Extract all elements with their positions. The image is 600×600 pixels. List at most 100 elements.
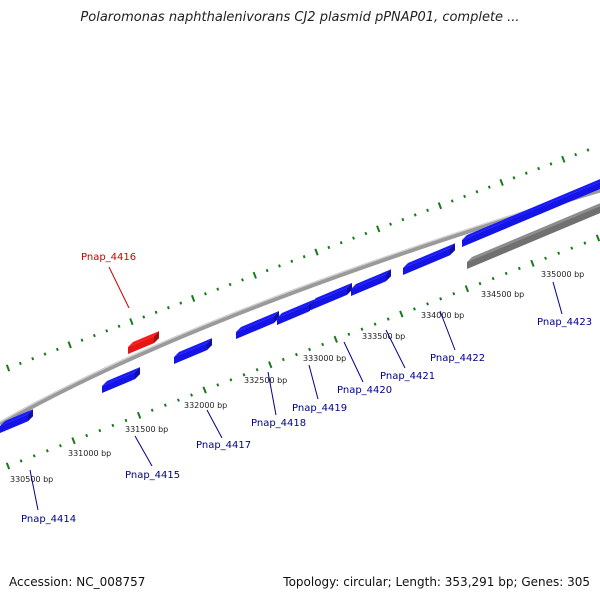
inner-tick [177, 398, 180, 402]
inner-tick [308, 347, 311, 352]
inner-tick [268, 361, 273, 369]
outer-tick [252, 271, 257, 279]
gene-top-face [311, 282, 352, 303]
outer-tick [389, 222, 392, 226]
inner-tick [216, 383, 220, 387]
gene-leader-line [29, 469, 39, 511]
outer-tick [574, 152, 578, 157]
scale-tick-label: 333500 bp [362, 332, 405, 341]
gene-label[interactable]: Pnap_4422 [430, 353, 485, 364]
inner-tick [544, 256, 547, 260]
gene-label-layer: Pnap_4414Pnap_4415Pnap_4416Pnap_4417Pnap… [21, 252, 592, 525]
outer-tick [92, 333, 96, 338]
gene-top-face [351, 269, 391, 289]
inner-tick [255, 368, 259, 372]
outer-tick [129, 318, 134, 326]
outer-tick [450, 199, 454, 203]
gene-front-face [0, 414, 28, 433]
outer-tick [166, 306, 170, 310]
inner-tick [202, 386, 207, 394]
gene-top-face [462, 179, 600, 240]
inner-tick-row [5, 234, 600, 470]
gene-front-face [277, 304, 309, 325]
inner-tick [295, 352, 298, 357]
gene-top-face [0, 409, 33, 426]
gene-top-face [236, 311, 279, 332]
scale-tick-label: 331000 bp [68, 449, 111, 458]
gene-label[interactable]: Pnap_4416 [81, 252, 136, 263]
gene-end-face [347, 282, 352, 295]
gene-feature [351, 269, 391, 296]
gene-label[interactable]: Pnap_4421 [380, 371, 435, 382]
gene-leader-line [308, 364, 319, 400]
outer-tick [80, 338, 84, 342]
inner-tick [150, 408, 154, 412]
gene-front-face [236, 316, 274, 339]
outer-tick [314, 248, 319, 256]
gene-front-face [102, 372, 135, 393]
outer-tick [437, 202, 443, 210]
inner-tick [464, 285, 470, 293]
gene-top-face [277, 299, 314, 318]
gene-end-face [386, 269, 391, 282]
gene-end-face [207, 338, 212, 351]
gene-leader-line [206, 409, 223, 439]
gene-leader-line [343, 341, 364, 383]
inner-tick [386, 317, 390, 321]
inner-tick [360, 327, 364, 331]
gene-label[interactable]: Pnap_4419 [292, 403, 347, 414]
outer-tick [586, 148, 590, 152]
outer-tick [499, 178, 504, 187]
outer-tick [376, 225, 381, 233]
gene-top-face [102, 367, 140, 386]
inner-tick [111, 423, 115, 428]
gene-front-face [351, 274, 386, 296]
gene-label[interactable]: Pnap_4414 [21, 514, 76, 525]
outer-tick [364, 231, 368, 236]
inner-tick [595, 234, 600, 242]
gene-label[interactable]: Pnap_4423 [537, 317, 592, 328]
outer-tick [352, 236, 355, 240]
gene-leader-line [552, 281, 563, 315]
outer-tick [216, 287, 220, 291]
gene-front-face [128, 336, 154, 354]
inner-tick [570, 246, 574, 250]
outer-tick [339, 241, 343, 245]
gene-feature [0, 409, 33, 433]
gene-end-face [274, 311, 279, 324]
scale-tick-label: 334500 bp [481, 290, 524, 299]
outer-tick [549, 162, 553, 166]
inner-tick [71, 437, 76, 445]
gene-feature [236, 311, 279, 339]
gene-top-face [403, 243, 455, 268]
outer-tick [241, 278, 244, 282]
gene-feature [403, 243, 455, 275]
gene-end-face [135, 367, 140, 380]
gene-label[interactable]: Pnap_4415 [125, 470, 180, 481]
outer-tick [426, 208, 430, 212]
inner-tick [347, 332, 351, 336]
outer-tick [327, 245, 331, 250]
scale-tick-label: 334000 bp [421, 311, 464, 320]
inner-tick [32, 454, 36, 458]
scale-tick-label: 332000 bp [184, 401, 227, 410]
gene-front-face [311, 287, 347, 310]
scale-tick-label: 335000 bp [541, 270, 584, 279]
outer-tick [142, 315, 146, 319]
outer-tick [413, 213, 417, 217]
outer-tick [463, 194, 467, 199]
inner-tick [163, 403, 167, 407]
gene-label[interactable]: Pnap_4417 [196, 440, 251, 451]
inner-tick [229, 378, 233, 382]
outer-tick [537, 166, 541, 171]
outer-tick [43, 352, 47, 356]
outer-tick [190, 294, 196, 302]
inner-tick [373, 322, 377, 326]
outer-tick [5, 364, 11, 372]
gene-front-face [403, 248, 450, 275]
gene-label[interactable]: Pnap_4420 [337, 385, 392, 396]
gene-label[interactable]: Pnap_4418 [251, 418, 306, 429]
inner-tick [333, 335, 338, 343]
gene-feature [462, 179, 600, 247]
inner-tick [281, 357, 285, 362]
